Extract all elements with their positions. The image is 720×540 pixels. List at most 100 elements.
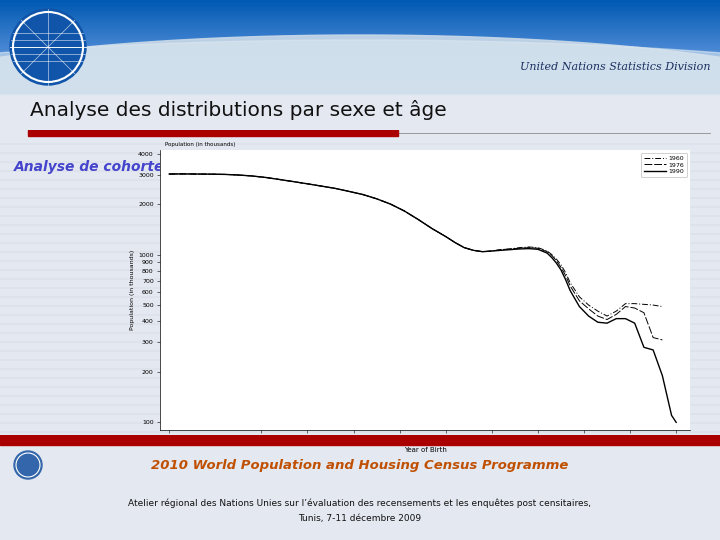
- Text: Population (in thousands): Population (in thousands): [166, 142, 235, 147]
- X-axis label: Year of Birth: Year of Birth: [404, 447, 446, 453]
- 1976: [372, 195, 381, 202]
- 1976: [179, 171, 187, 177]
- 1960: [585, 302, 593, 308]
- 1960: [557, 261, 565, 268]
- 1990: [276, 176, 284, 183]
- 1976: [649, 334, 657, 341]
- 1960: [234, 172, 243, 178]
- 1990: [603, 320, 611, 326]
- 1976: [207, 171, 215, 178]
- 1990: [667, 412, 676, 418]
- Legend: 1960, 1976, 1990: 1960, 1976, 1990: [641, 153, 687, 177]
- 1976: [547, 252, 556, 259]
- 1990: [345, 188, 354, 194]
- 1960: [552, 256, 561, 262]
- Y-axis label: Population (in thousands): Population (in thousands): [130, 250, 135, 330]
- 1960: [562, 269, 570, 276]
- 1960: [303, 180, 312, 187]
- 1976: [524, 245, 533, 251]
- 1960: [451, 239, 459, 246]
- 1976: [276, 176, 284, 183]
- 1960: [497, 246, 505, 253]
- 1960: [289, 178, 298, 185]
- 1990: [557, 267, 565, 273]
- 1990: [497, 247, 505, 254]
- 1976: [414, 216, 423, 222]
- Text: Atelier régional des Nations Unies sur l’évaluation des recensements et les enqu: Atelier régional des Nations Unies sur l…: [128, 498, 592, 508]
- 1976: [631, 305, 639, 311]
- 1990: [317, 183, 325, 190]
- 1990: [639, 344, 648, 350]
- 1976: [289, 178, 298, 185]
- 1990: [460, 245, 469, 251]
- 1976: [506, 246, 515, 252]
- 1960: [649, 302, 657, 308]
- 1976: [612, 311, 621, 318]
- 1990: [400, 208, 408, 214]
- Circle shape: [10, 9, 86, 85]
- 1976: [639, 309, 648, 316]
- 1976: [497, 246, 505, 253]
- 1960: [400, 208, 408, 214]
- 1960: [524, 244, 533, 250]
- 1990: [593, 319, 602, 326]
- 1990: [562, 276, 570, 283]
- 1990: [631, 320, 639, 326]
- Text: United Nations Statistics Division: United Nations Statistics Division: [520, 62, 710, 72]
- Polygon shape: [0, 40, 720, 130]
- 1960: [345, 188, 354, 194]
- 1960: [639, 301, 648, 308]
- 1990: [303, 180, 312, 187]
- Text: 2010 World Population and Housing Census Programme: 2010 World Population and Housing Census…: [151, 460, 569, 472]
- 1976: [386, 201, 395, 207]
- 1990: [621, 315, 630, 322]
- 1960: [165, 171, 174, 177]
- Circle shape: [14, 451, 42, 479]
- Bar: [28, 130, 398, 136]
- 1990: [441, 233, 450, 240]
- 1976: [428, 225, 436, 232]
- 1990: [585, 313, 593, 319]
- 1990: [515, 246, 523, 252]
- 1976: [451, 239, 459, 246]
- 1990: [575, 303, 584, 310]
- 1990: [207, 171, 215, 178]
- 1960: [359, 191, 367, 198]
- 1990: [552, 260, 561, 266]
- 1990: [414, 216, 423, 222]
- 1990: [192, 171, 201, 177]
- 1990: [506, 246, 515, 253]
- 1976: [345, 188, 354, 194]
- Text: Tunis, 7-11 décembre 2009: Tunis, 7-11 décembre 2009: [298, 514, 422, 523]
- 1976: [658, 336, 667, 343]
- 1960: [575, 294, 584, 300]
- 1960: [441, 233, 450, 240]
- 1990: [478, 248, 487, 255]
- 1960: [547, 251, 556, 258]
- 1960: [534, 245, 542, 251]
- 1990: [428, 225, 436, 232]
- 1960: [631, 300, 639, 307]
- 1990: [289, 178, 298, 185]
- 1990: [469, 247, 477, 254]
- 1976: [248, 173, 256, 179]
- 1960: [543, 248, 552, 254]
- 1960: [317, 183, 325, 190]
- 1960: [330, 185, 339, 192]
- 1976: [593, 313, 602, 319]
- 1960: [621, 300, 630, 307]
- Text: Analyse de cohorte :: Analyse de cohorte :: [14, 160, 175, 174]
- 1960: [276, 176, 284, 183]
- 1990: [534, 246, 542, 253]
- 1976: [557, 264, 565, 271]
- Line: 1976: 1976: [169, 174, 662, 340]
- 1960: [179, 171, 187, 177]
- 1976: [220, 171, 229, 178]
- 1976: [261, 174, 270, 181]
- 1976: [359, 191, 367, 198]
- 1990: [658, 372, 667, 379]
- 1960: [658, 303, 667, 310]
- 1976: [460, 245, 469, 251]
- 1976: [585, 306, 593, 312]
- 1976: [543, 248, 552, 255]
